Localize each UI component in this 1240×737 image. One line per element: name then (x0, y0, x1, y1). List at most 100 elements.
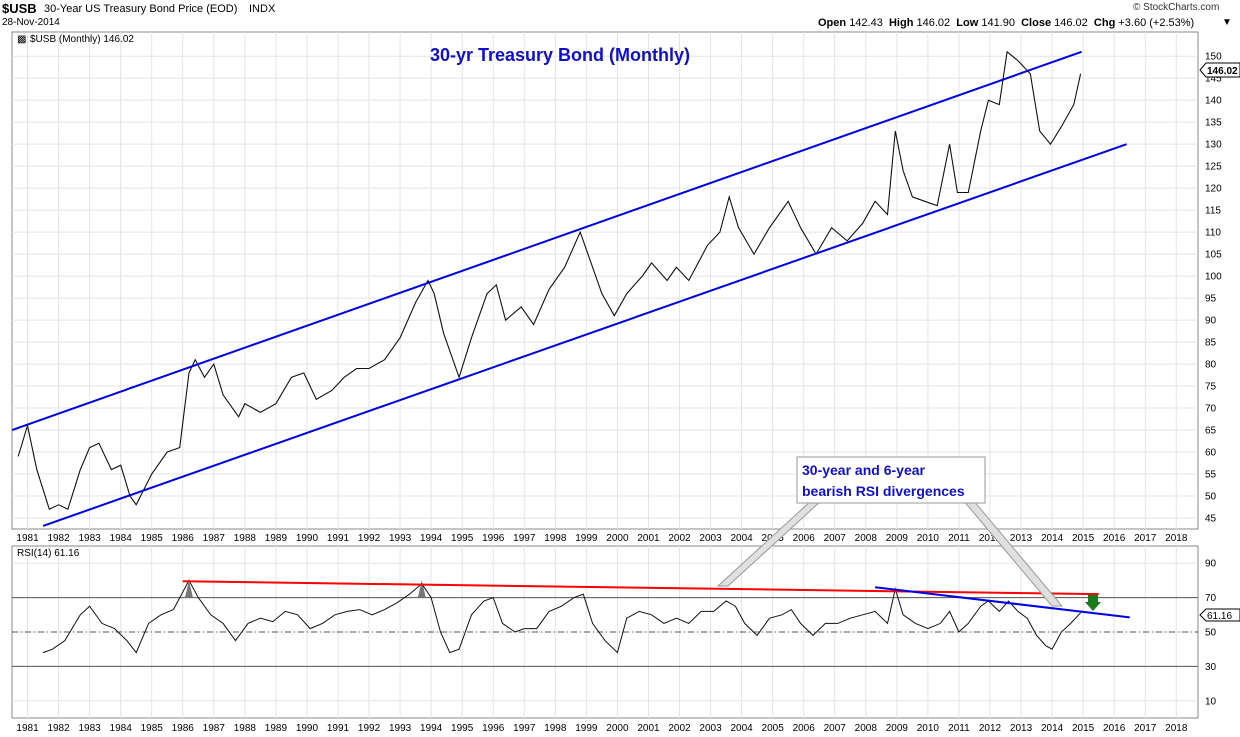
price-y-tick-label: 105 (1205, 250, 1222, 261)
rsi-x-tick-label: 1994 (420, 723, 443, 734)
rsi-x-tick-label: 1981 (16, 723, 39, 734)
rsi-x-tick-label: 2016 (1103, 723, 1126, 734)
price-y-tick-label: 145 (1205, 74, 1222, 85)
rsi-peak-shade (184, 580, 193, 598)
price-x-tick-label: 1998 (544, 533, 567, 544)
price-x-tick-label: 2011 (948, 533, 970, 544)
price-x-tick-label: 1986 (172, 533, 195, 544)
price-y-axis: 45 50 55 60 65 70 75 80 85 90 95 100 105 110 115 120 125… (1205, 52, 1222, 525)
price-x-tick-label: 2000 (606, 533, 629, 544)
price-x-tick-label: 2009 (886, 533, 909, 544)
rsi-x-tick-label: 2018 (1165, 723, 1188, 734)
open-value: 142.43 (849, 17, 883, 29)
rsi-x-tick-label: 1996 (482, 723, 505, 734)
price-x-tick-label: 1997 (513, 533, 536, 544)
rsi-y-axis: 10 30 50 70 90 (1205, 559, 1217, 708)
brand-label: © StockCharts.com (1133, 2, 1220, 13)
rsi-y-tick-label: 50 (1205, 628, 1217, 639)
rsi-last-value-label: 61.16 (1207, 611, 1232, 622)
price-x-tick-label: 1996 (482, 533, 505, 544)
price-x-tick-label: 1995 (451, 533, 474, 544)
rsi-x-tick-label: 1988 (234, 723, 257, 734)
rsi-legend: RSI(14) 61.16 (17, 548, 80, 559)
price-x-tick-label: 2008 (855, 533, 878, 544)
rsi-y-tick-label: 70 (1205, 593, 1217, 604)
symbol-description: 30-Year US Treasury Bond Price (EOD) (44, 3, 238, 15)
price-x-tick-label: 1983 (78, 533, 101, 544)
rsi-x-tick-label: 2000 (606, 723, 629, 734)
open-label: Open (818, 17, 847, 29)
price-y-tick-label: 110 (1205, 228, 1221, 239)
price-y-tick-label: 65 (1205, 426, 1217, 437)
rsi-x-tick-label: 1997 (513, 723, 536, 734)
price-x-tick-label: 1984 (110, 533, 133, 544)
high-value: 146.02 (916, 17, 951, 29)
rsi-x-tick-label: 2013 (1010, 723, 1033, 734)
green-down-arrow-icon (1085, 595, 1101, 611)
chg-value: +3.60 (+2.53%) (1118, 17, 1195, 29)
rsi-x-tick-label: 2004 (730, 723, 753, 734)
last-price-label: 146.02 (1207, 66, 1238, 77)
price-x-tick-label: 2013 (1010, 533, 1033, 544)
price-x-tick-label: 2010 (917, 533, 940, 544)
rsi-x-tick-label: 1984 (110, 723, 133, 734)
rsi-y-tick-label: 30 (1205, 662, 1217, 673)
rsi-x-tick-label: 1999 (575, 723, 598, 734)
price-y-tick-label: 140 (1205, 96, 1222, 107)
rsi-x-tick-label: 1993 (389, 723, 412, 734)
last-price-tag: 146.02 (1199, 62, 1240, 78)
price-x-tick-label: 1993 (389, 533, 412, 544)
price-x-tick-label: 1989 (265, 533, 288, 544)
price-x-tick-label: 2012 (979, 533, 1002, 544)
rsi-x-tick-label: 1998 (544, 723, 567, 734)
rsi-x-tick-label: 1982 (47, 723, 70, 734)
price-legend: $USB (Monthly) 146.02 (30, 34, 134, 45)
channel-lower-line (42, 143, 1127, 527)
price-legend-icon: ▩ (17, 34, 26, 45)
price-x-tick-label: 1988 (234, 533, 257, 544)
collapse-chevron-icon[interactable]: ▼ (1222, 17, 1232, 28)
price-x-tick-label: 2003 (699, 533, 722, 544)
rsi-x-tick-label: 2015 (1072, 723, 1095, 734)
price-x-tick-label: 2006 (793, 533, 816, 544)
exchange-label: INDX (249, 3, 276, 15)
rsi-y-tick-label: 90 (1205, 559, 1217, 570)
price-series-line (17, 50, 1082, 510)
price-y-tick-label: 45 (1205, 514, 1217, 525)
rsi-x-tick-label: 1989 (265, 723, 288, 734)
price-x-tick-label: 2001 (637, 533, 660, 544)
price-x-tick-label: 2002 (668, 533, 691, 544)
rsi-x-tick-label: 2008 (855, 723, 878, 734)
price-y-tick-label: 60 (1205, 448, 1217, 459)
chart-header: $USB 30-Year US Treasury Bond Price (EOD… (0, 0, 1240, 32)
rsi-x-tick-label: 2009 (886, 723, 909, 734)
date-label: 28-Nov-2014 (2, 17, 60, 28)
rsi-x-tick-label: 2014 (1041, 723, 1064, 734)
price-y-tick-label: 130 (1205, 140, 1222, 151)
rsi-x-tick-label: 2011 (948, 723, 970, 734)
price-x-tick-label: 1981 (16, 533, 39, 544)
rsi-x-tick-label: 2002 (668, 723, 691, 734)
price-y-tick-label: 85 (1205, 338, 1217, 349)
price-y-tick-label: 125 (1205, 162, 1222, 173)
price-y-tick-label: 120 (1205, 184, 1222, 195)
rsi-x-tick-label: 1986 (172, 723, 195, 734)
price-x-tick-label: 1994 (420, 533, 443, 544)
rsi-x-tick-label: 2005 (762, 723, 785, 734)
rsi-red-trendline (182, 580, 1099, 596)
price-x-tick-label: 2016 (1103, 533, 1126, 544)
chg-label: Chg (1093, 17, 1116, 29)
price-x-tick-label: 2014 (1041, 533, 1064, 544)
rsi-blue-trendline (874, 586, 1130, 619)
price-y-tick-label: 80 (1205, 360, 1217, 371)
price-x-tick-label: 1992 (358, 533, 381, 544)
high-label: High (888, 17, 914, 29)
price-x-tick-label: 1999 (575, 533, 598, 544)
rsi-x-tick-label: 2012 (979, 723, 1002, 734)
rsi-overbought-peaks (184, 580, 426, 598)
divergence-note-line2: bearish RSI divergences (802, 483, 965, 499)
rsi-x-tick-label: 2006 (793, 723, 816, 734)
low-value: 141.90 (981, 17, 1015, 29)
rsi-x-tick-label: 2007 (824, 723, 847, 734)
